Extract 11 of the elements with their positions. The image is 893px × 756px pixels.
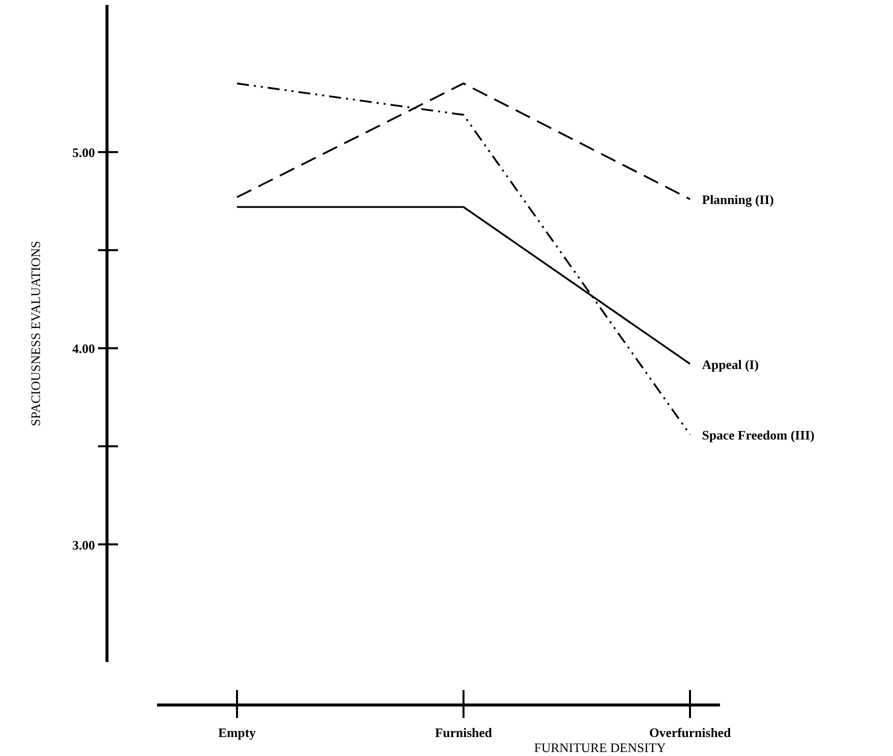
series-label: Appeal (I) (702, 356, 759, 372)
y-tick-label: 4.00 (72, 341, 95, 356)
series-label: Space Freedom (III) (702, 428, 814, 442)
x-tick-label: Furnished (434, 725, 493, 740)
x-axis-title: FURNITURE DENSITY (534, 740, 667, 755)
y-tick-label: 3.00 (72, 537, 95, 552)
series-label: Planning (II) (702, 192, 774, 208)
x-tick-label: Empty (218, 725, 256, 740)
x-tick-label: Overfurnished (649, 725, 732, 740)
y-axis-title: SPACIOUSNESS EVALUATIONS (28, 240, 43, 426)
y-tick-label: 5.00 (72, 145, 95, 160)
